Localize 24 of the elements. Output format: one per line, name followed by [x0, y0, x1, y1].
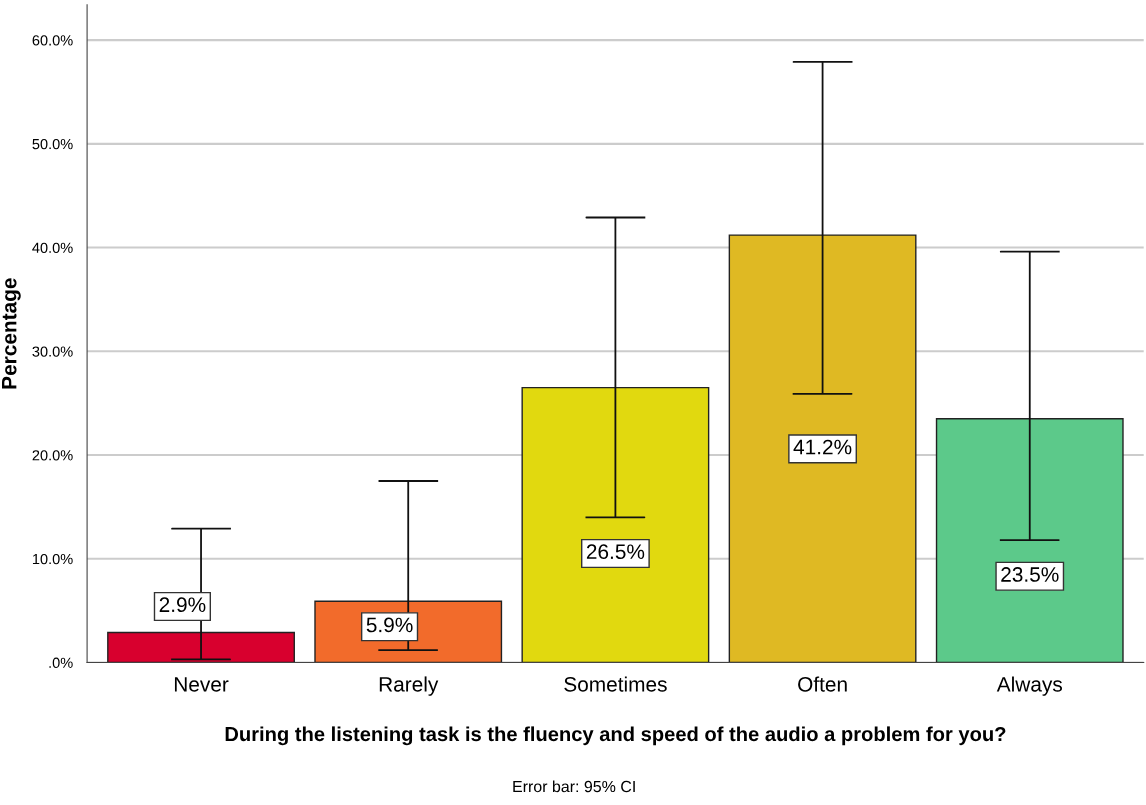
data-label: 5.9% — [366, 617, 413, 633]
bar — [728, 234, 917, 663]
y-axis-title: Percentage — [2, 278, 21, 389]
bar — [521, 386, 710, 663]
data-label: 41.2% — [793, 439, 852, 455]
bar — [107, 631, 295, 663]
data-label: 26.5% — [586, 544, 645, 560]
x-axis-title: During the listening task is the fluency and speed of the audio a problem for you? — [225, 726, 1006, 746]
y-tick-label: 20.0% — [32, 450, 73, 461]
x-tick-label: Sometimes — [564, 676, 667, 692]
x-tick-label: Never — [174, 677, 229, 692]
y-tick-label: 60.0% — [32, 35, 73, 46]
x-tick-label: Always — [996, 676, 1062, 696]
text: Error bar: 95% CI — [513, 780, 635, 793]
y-tick-label: 10.0% — [32, 553, 73, 565]
y-tick-label: 40.0% — [32, 242, 73, 253]
x-tick-label: Often — [798, 676, 847, 692]
y-tick-label: 30.0% — [32, 346, 73, 357]
x-tick-label: Rarely — [379, 676, 439, 696]
bar — [935, 418, 1124, 663]
data-label: 2.9% — [159, 597, 206, 613]
y-tick-label: .0% — [49, 657, 73, 668]
data-label: 23.5% — [1001, 567, 1059, 582]
y-tick-label: 50.0% — [32, 138, 73, 150]
